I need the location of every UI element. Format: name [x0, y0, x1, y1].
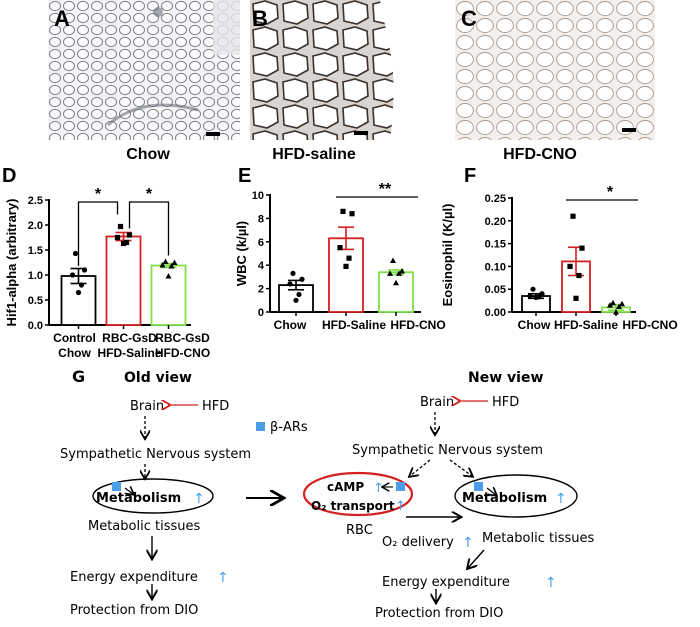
- significance-marker: *: [146, 186, 153, 203]
- new-metabolism: Metabolism: [462, 491, 547, 506]
- new-o2-delivery: O₂ delivery: [382, 535, 454, 550]
- x-category-label: HFD-CNO: [622, 318, 677, 332]
- adipose-tissue-image-hfd-saline: [250, 0, 410, 140]
- y-tick-label: 0.5: [28, 295, 43, 307]
- beta-ar-legend-label: β-ARs: [270, 420, 308, 435]
- new-camp: cAMP: [327, 480, 364, 494]
- y-tick-label: 0.20: [485, 216, 506, 228]
- panel-label: F: [464, 165, 476, 187]
- y-tick-label: 0.00: [485, 307, 506, 319]
- y-axis-label: Eosinophil (K/µl): [440, 204, 455, 307]
- x-category-label: Chow: [58, 346, 91, 360]
- diagram-g-mechanism: G Old view New view Brain HFD β-ARs Symp…: [0, 360, 700, 622]
- old-hfd: HFD: [202, 399, 229, 414]
- panel-label-c: C: [461, 6, 477, 31]
- new-hfd: HFD: [492, 395, 519, 410]
- old-protection: Protection from DIO: [70, 603, 198, 618]
- y-tick-label: 4: [258, 260, 265, 272]
- y-tick-label: 1.0: [28, 270, 43, 282]
- old-brain: Brain: [130, 399, 164, 414]
- y-tick-label: 0.15: [485, 239, 506, 251]
- x-category-label: HFD-CNO: [155, 346, 210, 360]
- beta-ar-icon: [474, 482, 483, 491]
- up-arrow-icon: ↑: [217, 570, 229, 586]
- new-brain: Brain: [420, 395, 454, 410]
- scale-bar: [206, 132, 220, 136]
- old-view-title: Old view: [124, 370, 192, 386]
- metabolism-ellipse: [92, 478, 214, 514]
- y-tick-label: 0.0: [28, 320, 43, 332]
- old-tissues: Metabolic tissues: [88, 519, 200, 534]
- micrograph-hfd-cno: C: [455, 0, 655, 140]
- y-tick-label: 10: [252, 190, 264, 202]
- chart-e-wbc: E 0 2 4 6 8 10 WBC (k/µl) Chow HFD-Saline HFD-CNO *…: [230, 160, 450, 360]
- y-tick-label: 8: [258, 213, 264, 225]
- x-category-label: Control: [53, 331, 96, 345]
- up-arrow-icon: ↑: [373, 481, 384, 496]
- bar: [105, 235, 142, 326]
- rbc-ellipse: [302, 471, 414, 517]
- old-metabolism: Metabolism: [96, 491, 181, 506]
- x-category-label: HFD-CNO: [390, 318, 445, 332]
- chart-d-hif1-alpha: D 0.0 0.5 1.0 1.5 2.0 2.5 Hif1-alpha (arbitrary…: [0, 160, 240, 360]
- y-tick-label: 0: [258, 307, 264, 319]
- up-arrow-icon: ↑: [545, 575, 557, 591]
- new-o2-transport: O₂ transport: [311, 499, 395, 513]
- new-view-title: New view: [468, 370, 543, 386]
- old-energy: Energy expenditure: [70, 570, 198, 585]
- panel-label: D: [2, 165, 16, 187]
- x-category-label: HFD-Saline: [322, 318, 386, 332]
- y-tick-label: 2.5: [28, 195, 43, 207]
- scale-bar: [354, 131, 368, 135]
- metabolism-ellipse: [454, 474, 578, 518]
- beta-ar-legend-icon: [256, 422, 265, 431]
- new-protection: Protection from DIO: [375, 606, 503, 621]
- y-axis-label: WBC (k/µl): [234, 221, 249, 286]
- new-tissues: Metabolic tissues: [482, 531, 594, 546]
- adipose-tissue-image-hfd-cno: [455, 0, 655, 140]
- new-rbc: RBC: [346, 523, 373, 538]
- caption-chow: Chow: [126, 146, 170, 163]
- adipose-tissue-image-chow: [48, 0, 240, 140]
- panel-label-g: G: [72, 367, 85, 386]
- micrograph-chow: A: [48, 0, 240, 140]
- bar: [378, 271, 414, 313]
- new-energy: Energy expenditure: [382, 575, 510, 590]
- scale-bar: [622, 128, 636, 132]
- y-tick-label: 6: [258, 237, 264, 249]
- beta-ar-icon: [112, 482, 121, 491]
- panel-label: E: [238, 165, 251, 187]
- panel-label-b: B: [252, 6, 268, 31]
- x-category-label: HFD-Saline: [554, 318, 618, 332]
- significance-marker: *: [607, 184, 614, 201]
- y-tick-label: 1.5: [28, 245, 43, 257]
- x-category-label: RBC-GsD: [155, 331, 210, 345]
- old-sns: Sympathetic Nervous system: [60, 447, 251, 462]
- up-arrow-icon: ↑: [555, 491, 567, 507]
- y-tick-label: 2: [258, 284, 264, 296]
- new-sns: Sympathetic Nervous system: [352, 443, 543, 458]
- up-arrow-icon: ↑: [462, 535, 474, 551]
- y-axis-label: Hif1-alpha (arbitrary): [4, 199, 19, 327]
- x-category-label: HFD-Saline: [97, 346, 161, 360]
- up-arrow-icon: ↑: [193, 491, 205, 507]
- y-tick-label: 0.10: [485, 261, 506, 273]
- caption-hfd-cno: HFD-CNO: [503, 146, 577, 163]
- significance-marker: *: [95, 186, 102, 203]
- panel-label-a: A: [54, 6, 70, 31]
- y-tick-label: 0.25: [485, 193, 506, 205]
- micrograph-hfd-saline: B: [250, 0, 410, 140]
- x-category-label: Chow: [274, 318, 307, 332]
- x-category-label: RBC-GsD: [102, 331, 157, 345]
- chart-f-eosinophil: F 0.00 0.05 0.10 0.15 0.20 0.25 Eosinophil (K/µ…: [440, 160, 700, 360]
- caption-hfd-saline: HFD-saline: [272, 146, 356, 163]
- beta-ar-icon: [396, 482, 405, 491]
- y-tick-label: 2.0: [28, 220, 43, 232]
- x-category-label: Chow: [518, 318, 551, 332]
- y-tick-label: 0.05: [485, 284, 506, 296]
- up-arrow-icon: ↑: [395, 499, 406, 514]
- significance-marker: **: [379, 181, 392, 198]
